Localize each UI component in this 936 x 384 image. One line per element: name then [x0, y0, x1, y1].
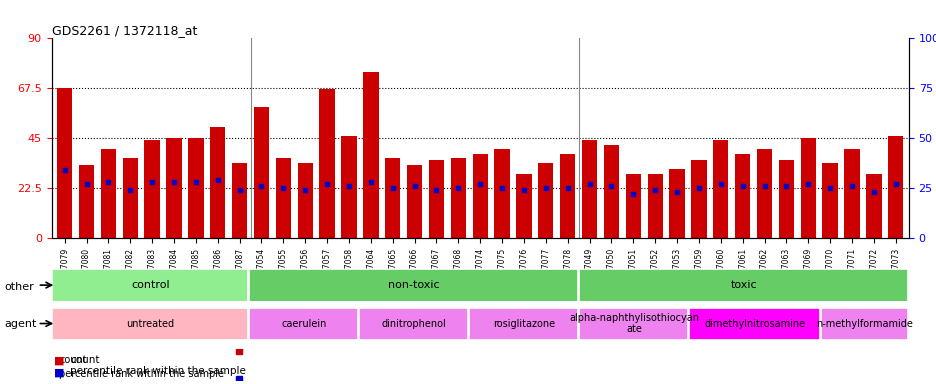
FancyBboxPatch shape	[51, 308, 247, 339]
FancyBboxPatch shape	[688, 308, 818, 339]
Bar	[560, 154, 575, 238]
Bar	[123, 158, 138, 238]
Bar	[756, 149, 771, 238]
Text: dinitrophenol: dinitrophenol	[382, 318, 446, 329]
Text: untreated: untreated	[126, 318, 174, 329]
Bar	[778, 161, 793, 238]
Bar	[319, 89, 334, 238]
Text: alpha-naphthylisothiocyan
ate: alpha-naphthylisothiocyan ate	[568, 313, 698, 334]
Bar	[822, 163, 837, 238]
Bar	[625, 174, 640, 238]
Text: rosiglitazone: rosiglitazone	[492, 318, 555, 329]
FancyBboxPatch shape	[820, 308, 906, 339]
FancyBboxPatch shape	[249, 270, 577, 301]
Text: caerulein: caerulein	[282, 318, 327, 329]
Bar	[298, 163, 313, 238]
Text: ■: ■	[54, 367, 65, 377]
Bar	[406, 165, 422, 238]
FancyBboxPatch shape	[578, 270, 906, 301]
Bar	[843, 149, 858, 238]
Bar	[516, 174, 531, 238]
Text: toxic: toxic	[730, 280, 756, 290]
Text: count: count	[59, 355, 86, 365]
FancyBboxPatch shape	[249, 308, 357, 339]
Text: count: count	[70, 355, 99, 365]
Bar	[581, 141, 596, 238]
Bar	[429, 161, 444, 238]
Text: dimethylnitrosamine: dimethylnitrosamine	[704, 318, 805, 329]
Bar	[603, 145, 619, 238]
Text: ■: ■	[54, 356, 65, 366]
Bar	[144, 141, 160, 238]
Bar	[79, 165, 95, 238]
Bar	[385, 158, 400, 238]
Bar	[734, 154, 750, 238]
Bar	[275, 158, 291, 238]
Bar	[712, 141, 727, 238]
Text: non-toxic: non-toxic	[388, 280, 440, 290]
Bar	[101, 149, 116, 238]
Bar	[865, 174, 881, 238]
Text: GDS2261 / 1372118_at: GDS2261 / 1372118_at	[51, 24, 197, 37]
Text: percentile rank within the sample: percentile rank within the sample	[70, 366, 246, 376]
Text: agent: agent	[5, 319, 37, 329]
Bar	[799, 138, 815, 238]
Bar	[647, 174, 662, 238]
Bar	[254, 107, 269, 238]
Bar	[341, 136, 357, 238]
Bar	[887, 136, 902, 238]
Bar	[537, 163, 553, 238]
Bar	[363, 72, 378, 238]
FancyBboxPatch shape	[51, 270, 247, 301]
Bar	[188, 138, 203, 238]
Bar	[57, 88, 72, 238]
Bar	[450, 158, 465, 238]
Bar	[210, 127, 226, 238]
Bar	[494, 149, 509, 238]
Text: n-methylformamide: n-methylformamide	[815, 318, 913, 329]
FancyBboxPatch shape	[358, 308, 466, 339]
Bar	[668, 169, 684, 238]
Bar	[691, 161, 706, 238]
Bar	[472, 154, 488, 238]
Bar	[167, 138, 182, 238]
Text: other: other	[5, 282, 35, 292]
Text: percentile rank within the sample: percentile rank within the sample	[59, 369, 224, 379]
Bar	[232, 163, 247, 238]
FancyBboxPatch shape	[469, 308, 577, 339]
Text: control: control	[131, 280, 169, 290]
FancyBboxPatch shape	[578, 308, 686, 339]
